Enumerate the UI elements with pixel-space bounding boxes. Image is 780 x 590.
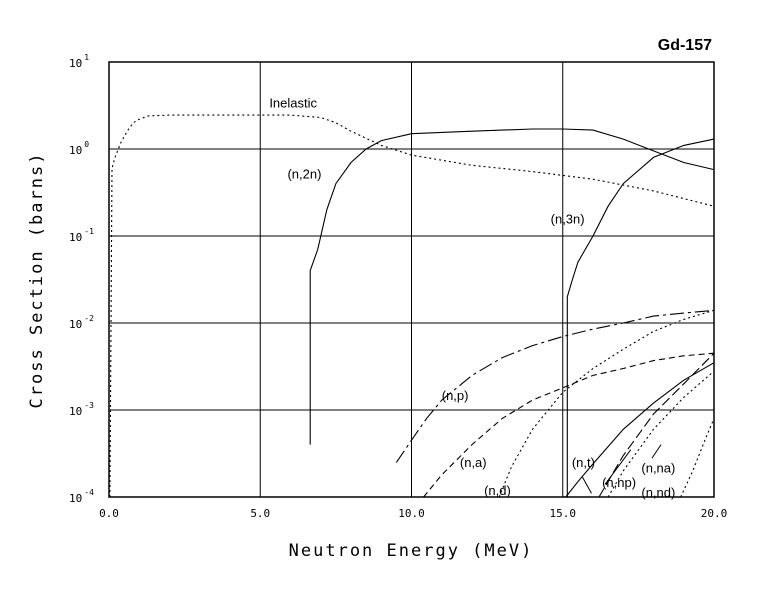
x-tick-label: 0.0 [99,507,119,520]
series-label: (n,3n) [551,211,585,226]
y-tick-label: 10 -2 [69,314,94,331]
series-line [498,309,715,498]
series-label: Inelastic [269,95,317,110]
series-group [109,114,715,498]
series-label: (n,a) [460,455,487,470]
series-line [680,418,715,498]
series-line [607,370,715,498]
y-tick-label: 10 0 [69,140,89,157]
y-tick-label: 10 1 [69,53,89,70]
y-tick-label: 10 -1 [69,227,94,244]
label-leader-line [604,449,632,485]
label-leader-line [581,476,592,494]
series-label: (n,d) [484,483,511,498]
series-label: (n,na) [641,461,675,476]
series-line [423,352,715,498]
x-tick-labels: 0.0 5.0 10.0 15.0 20.0 [99,507,727,520]
chart-title: Gd-157 [658,37,712,54]
y-axis-label: Cross Section (barns) [27,152,47,409]
x-axis-label: Neutron Energy (MeV) [289,541,534,561]
series-labels: Inelastic (n,2n) (n,3n) (n,p) (n,a) (n,d) (n,t… [269,95,675,500]
series-line [598,352,715,498]
series-line [565,362,715,498]
y-tick-label: 10 -3 [69,401,94,418]
x-tick-label: 20.0 [701,507,728,520]
series-line [566,138,715,497]
x-tick-label: 10.0 [398,507,425,520]
grid [109,62,714,497]
series-line [109,114,715,498]
series-label: (n,2n) [287,166,321,181]
x-tick-label: 5.0 [250,507,270,520]
series-line [395,309,715,463]
series-label: (n,nd) [641,485,675,500]
label-leader-line [651,444,662,459]
plot-frame [108,61,715,498]
series-line [309,128,715,445]
series-label: (n,np) [602,475,636,490]
y-tick-label: 10 -4 [69,488,94,505]
series-label: (n,p) [442,388,469,403]
x-tick-label: 15.0 [550,507,577,520]
series-label: (n,t) [572,455,595,470]
